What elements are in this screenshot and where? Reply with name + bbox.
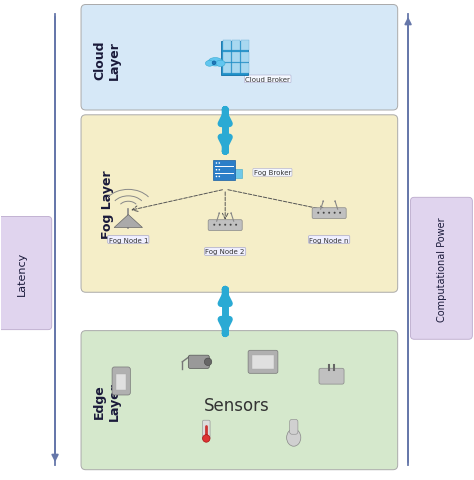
Text: Fog Node n: Fog Node n	[310, 237, 349, 243]
FancyBboxPatch shape	[223, 41, 231, 51]
FancyBboxPatch shape	[252, 355, 273, 369]
Circle shape	[216, 176, 217, 178]
Circle shape	[334, 212, 336, 214]
Circle shape	[323, 212, 325, 214]
FancyBboxPatch shape	[112, 367, 130, 395]
Ellipse shape	[216, 61, 225, 67]
Circle shape	[224, 224, 226, 226]
Circle shape	[202, 435, 210, 442]
Text: Computational Power: Computational Power	[437, 216, 447, 321]
Text: Cloud Broker: Cloud Broker	[245, 77, 290, 83]
Circle shape	[230, 213, 232, 215]
Circle shape	[235, 224, 237, 226]
FancyBboxPatch shape	[232, 64, 240, 74]
FancyBboxPatch shape	[81, 5, 398, 111]
Ellipse shape	[287, 429, 301, 446]
Circle shape	[219, 169, 220, 171]
Text: Sensors: Sensors	[204, 396, 270, 414]
FancyBboxPatch shape	[248, 350, 278, 373]
Polygon shape	[114, 215, 143, 228]
Ellipse shape	[205, 61, 214, 67]
Circle shape	[212, 62, 216, 66]
FancyBboxPatch shape	[241, 41, 249, 51]
FancyBboxPatch shape	[312, 208, 346, 219]
FancyBboxPatch shape	[213, 160, 235, 180]
FancyBboxPatch shape	[234, 170, 242, 179]
Circle shape	[216, 163, 217, 165]
FancyBboxPatch shape	[223, 53, 231, 62]
Text: Cloud
Layer: Cloud Layer	[93, 41, 121, 80]
FancyBboxPatch shape	[202, 420, 210, 439]
FancyBboxPatch shape	[290, 420, 298, 434]
Text: Edge
Layer: Edge Layer	[93, 381, 121, 420]
Text: Fog Layer: Fog Layer	[100, 170, 114, 239]
Text: Fog Node 1: Fog Node 1	[109, 237, 148, 243]
Circle shape	[204, 358, 212, 366]
Circle shape	[334, 201, 336, 203]
Circle shape	[216, 169, 217, 171]
FancyBboxPatch shape	[410, 198, 473, 339]
Text: Fog Node 2: Fog Node 2	[206, 249, 245, 255]
FancyBboxPatch shape	[81, 331, 398, 470]
FancyBboxPatch shape	[81, 116, 398, 293]
Circle shape	[328, 212, 330, 214]
Circle shape	[219, 163, 220, 165]
FancyBboxPatch shape	[0, 217, 52, 330]
Circle shape	[213, 224, 215, 226]
FancyBboxPatch shape	[232, 41, 240, 51]
Circle shape	[229, 224, 232, 226]
Circle shape	[322, 201, 324, 203]
Circle shape	[219, 176, 220, 178]
Text: Latency: Latency	[17, 252, 27, 296]
FancyBboxPatch shape	[221, 42, 248, 76]
Text: Fog Broker: Fog Broker	[254, 170, 291, 176]
Circle shape	[339, 212, 341, 214]
FancyBboxPatch shape	[319, 369, 344, 384]
Circle shape	[219, 224, 221, 226]
FancyBboxPatch shape	[232, 53, 240, 62]
FancyBboxPatch shape	[116, 374, 127, 391]
FancyBboxPatch shape	[188, 356, 210, 369]
Ellipse shape	[208, 59, 222, 67]
FancyBboxPatch shape	[208, 220, 242, 231]
Circle shape	[317, 212, 319, 214]
Circle shape	[219, 213, 220, 215]
FancyBboxPatch shape	[241, 53, 249, 62]
FancyBboxPatch shape	[241, 64, 249, 74]
FancyBboxPatch shape	[223, 64, 231, 74]
